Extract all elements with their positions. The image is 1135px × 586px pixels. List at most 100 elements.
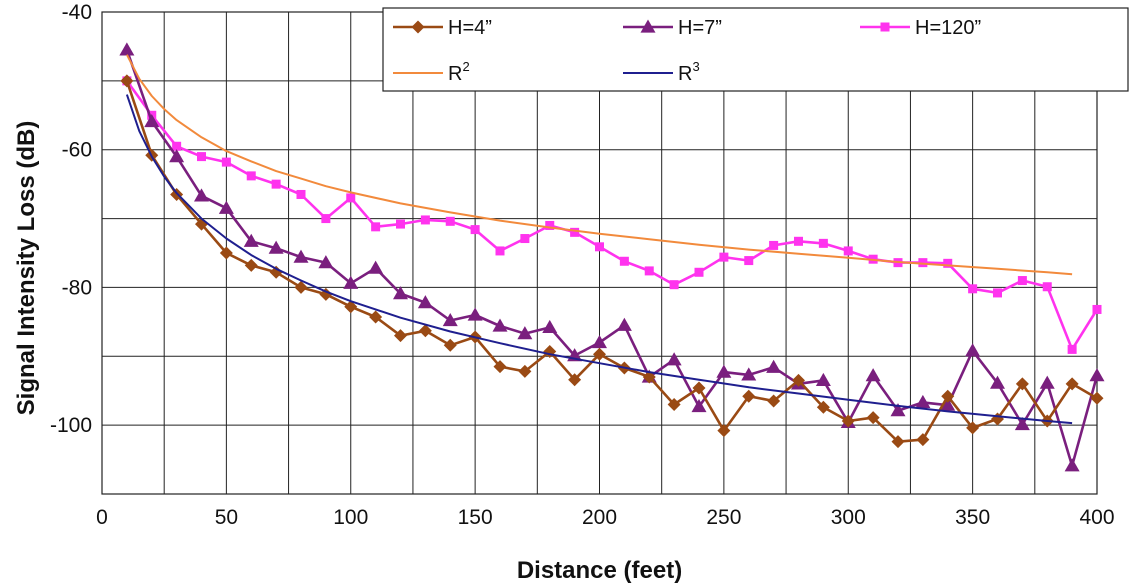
x-axis-ticks: 0 50 100 150 200 250 300 350 400 (96, 506, 1114, 529)
series-h-4-point (916, 433, 930, 447)
series-h-4-point (219, 246, 233, 260)
series-h-4-point (816, 400, 830, 414)
series-h-120-point (769, 240, 779, 250)
series-h-120-point (843, 246, 853, 256)
legend: H=4” H=7” H=120” R2 R3 (382, 7, 1129, 92)
series-h-7-point (417, 295, 433, 309)
legend-label: R3 (678, 59, 700, 85)
series-h-120-point (1042, 282, 1052, 292)
series-h-4-point (966, 421, 980, 435)
series-h-7-point (940, 397, 956, 411)
legend-entry-r2: R2 (393, 59, 470, 85)
x-tick-label: 50 (215, 506, 238, 529)
x-tick-label: 350 (955, 506, 990, 529)
series-h-120-point (644, 266, 654, 276)
series-h-120-point (818, 238, 828, 248)
series-h-4-point (717, 424, 731, 438)
legend-point (411, 20, 425, 34)
series-h-7-point (716, 364, 732, 378)
y-axis-ticks: -40 -60 -80 -100 (50, 1, 92, 437)
series-h-4-point (120, 74, 134, 88)
series-h-7-point (343, 275, 359, 289)
series-h-7-point (218, 200, 234, 214)
legend-box (382, 7, 1129, 92)
series-h-120-point (669, 280, 679, 290)
series-h-7-point (542, 319, 558, 333)
series-h-4-point (418, 324, 432, 338)
series-h-120-point (1017, 276, 1027, 286)
legend-label: R2 (448, 59, 470, 85)
series-h-7-point (766, 359, 782, 373)
series-h-4-point (294, 280, 308, 294)
legend-point (640, 19, 656, 33)
series-h-120-point (943, 258, 953, 268)
series-h-120-point (570, 227, 580, 237)
legend-label: H=7” (678, 17, 722, 39)
series-h-7-point (616, 317, 632, 331)
series-h-120-point (694, 267, 704, 277)
series-h-120-point (470, 225, 480, 235)
series-h-7 (119, 42, 1105, 472)
series-h-4 (120, 74, 1104, 449)
x-tick-label: 400 (1079, 506, 1114, 529)
series-r3-line (125, 94, 1073, 425)
series-h-7-point (691, 399, 707, 413)
series-h-4-point (1015, 377, 1029, 391)
series-h-4-point (742, 389, 756, 403)
series-h-120-point (744, 256, 754, 266)
x-tick-label: 250 (706, 506, 741, 529)
series-h-7-point (990, 375, 1005, 389)
series-h-4-line (125, 80, 1098, 444)
series-h-4-point (244, 258, 258, 272)
series-h-4-point (1090, 391, 1104, 405)
series-h-4-point (344, 300, 358, 314)
series-h-120-point (495, 246, 505, 256)
series-h-4-point (369, 310, 383, 324)
series-h-120-point (1092, 304, 1102, 314)
series-h-7-point (865, 368, 881, 382)
series-h-7-point (393, 286, 408, 300)
series-h-7-point (243, 233, 259, 247)
series-h-7-point (666, 352, 682, 366)
series-h-120-point (968, 284, 978, 294)
series-h-120-point (719, 252, 729, 262)
series-h-4-point (642, 370, 656, 384)
series-h-120-point (619, 256, 629, 266)
series-h-7-point (293, 249, 309, 263)
x-tick-label: 100 (333, 506, 368, 529)
series-h-7-point (1064, 458, 1080, 472)
series-h-120-point (271, 179, 281, 189)
series-h-120 (122, 76, 1102, 354)
series-h-120-point (420, 215, 430, 225)
series-h-4-point (841, 414, 855, 428)
series-h-4-point (394, 329, 407, 343)
series-h-4-point (1065, 377, 1079, 391)
series-h-120-point (595, 242, 604, 252)
series-h-7-point (119, 42, 135, 56)
series-h-4-point (493, 360, 507, 374)
x-axis-title: Distance (feet) (517, 557, 682, 584)
series-h-120-point (1067, 344, 1077, 354)
series-h-7-point (592, 335, 607, 349)
legend-point (880, 22, 890, 32)
series-r3 (125, 94, 1073, 425)
series-layer (119, 42, 1105, 472)
series-h-7-point (1089, 368, 1105, 382)
series-h-120-point (520, 234, 530, 244)
series-h-7-point (169, 149, 185, 163)
legend-entry-r3: R3 (623, 59, 700, 85)
series-h-4-point (568, 373, 582, 387)
y-axis-title: Signal Intensity Loss (dB) (13, 121, 40, 416)
series-h-4-point (941, 389, 955, 403)
series-h-4-point (692, 381, 706, 395)
series-r2 (126, 54, 1073, 276)
legend-entry-h-7: H=7” (623, 17, 722, 39)
series-h-7-point (965, 343, 981, 357)
x-tick-label: 0 (96, 506, 108, 529)
series-h-4-point (443, 338, 457, 352)
series-h-4-point (891, 435, 905, 449)
series-h-120-point (246, 171, 256, 181)
series-h-7-point (268, 240, 284, 254)
series-h-7-point (815, 372, 831, 387)
series-h-7-point (194, 188, 209, 202)
